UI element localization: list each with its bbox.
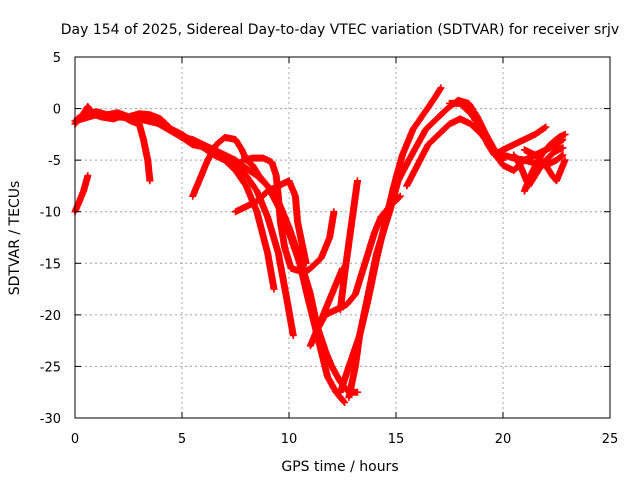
series-track-14: [336, 84, 445, 396]
series-track-13: [336, 177, 361, 314]
series-markers: [71, 172, 92, 216]
y-tick-label: 0: [53, 103, 61, 118]
x-tick-label: 15: [388, 432, 405, 447]
series-markers: [336, 177, 361, 314]
series-markers: [520, 130, 569, 195]
y-tick-label: 5: [53, 51, 61, 66]
series-markers: [298, 208, 338, 278]
series-markers: [336, 84, 445, 396]
x-tick-label: 0: [71, 432, 79, 447]
data-series: [71, 84, 569, 406]
y-tick-label: -5: [48, 154, 61, 169]
series-markers: [238, 154, 306, 275]
y-tick-label: -10: [40, 206, 61, 221]
series-track-2: [71, 172, 92, 216]
y-tick-label: -20: [40, 309, 61, 324]
series-track-8: [238, 154, 306, 275]
series-track-9: [298, 208, 338, 278]
y-axis-title: SDTVAR / TECUs: [7, 181, 23, 296]
plot-frame: [74, 56, 611, 419]
chart-title: Day 154 of 2025, Sidereal Day-to-day VTE…: [61, 22, 619, 38]
x-tick-label: 25: [602, 432, 619, 447]
axis-ticks: 0 5 10 15 20 25 5 0 -5 -10 -15 -20 -25 -30: [40, 51, 619, 447]
x-tick-label: 10: [281, 432, 298, 447]
y-tick-label: -30: [40, 412, 61, 427]
y-tick-label: -15: [40, 257, 61, 272]
series-track-20: [520, 130, 569, 195]
y-tick-label: -25: [40, 360, 61, 375]
x-tick-label: 5: [178, 432, 186, 447]
x-axis-title: GPS time / hours: [281, 459, 398, 475]
x-tick-label: 20: [495, 432, 512, 447]
grid-lines: [75, 57, 610, 418]
